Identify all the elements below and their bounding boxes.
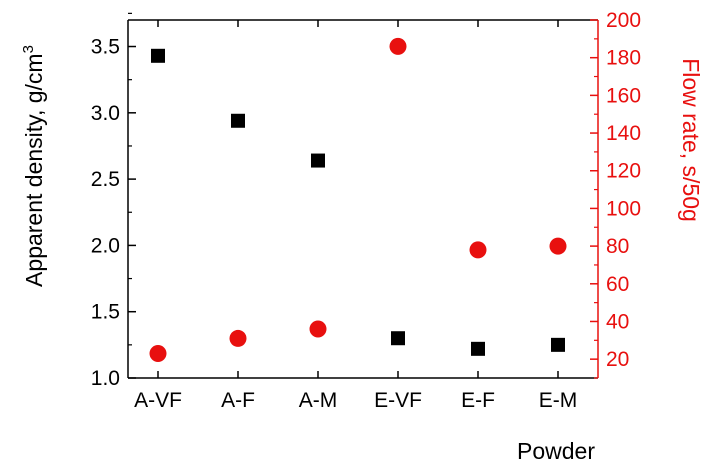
x-tick-label: A-M xyxy=(299,389,338,412)
density-point xyxy=(311,153,325,168)
right-tick-label: 140 xyxy=(606,122,641,145)
x-axis-title: Powder xyxy=(517,438,595,464)
left-tick-label: 1.5 xyxy=(91,301,120,324)
x-tick-label: A-VF xyxy=(134,389,182,412)
right-tick-label: 100 xyxy=(606,197,641,220)
density-point xyxy=(471,341,485,356)
right-y-axis: 20 40 60 80 100 120 140 160 180 200 xyxy=(590,9,641,379)
left-tick-label: 2.0 xyxy=(91,234,120,257)
right-tick-label: 120 xyxy=(606,160,641,183)
flow-rate-point xyxy=(469,241,487,259)
data-markers xyxy=(149,37,567,363)
x-tick-label: E-M xyxy=(539,389,578,412)
flow-rate-point xyxy=(149,345,167,363)
left-tick-label: 3.5 xyxy=(91,36,120,59)
left-y-axis: 1.0 1.5 2.0 2.5 3.0 3.5 xyxy=(91,12,136,390)
flow-rate-point xyxy=(549,237,567,255)
right-tick-label: 60 xyxy=(606,273,629,296)
density-point xyxy=(151,48,165,63)
x-tick-label: A-F xyxy=(221,389,255,412)
density-point xyxy=(551,337,565,352)
right-tick-label: 160 xyxy=(606,84,641,107)
plot-frame xyxy=(127,19,599,379)
flow-rate-point xyxy=(309,320,327,338)
density-point xyxy=(391,331,405,346)
x-tick-label: E-VF xyxy=(374,389,422,412)
x-tick-label: E-F xyxy=(461,389,495,412)
right-tick-label: 20 xyxy=(606,348,629,371)
right-tick-label: 200 xyxy=(606,9,641,32)
left-y-axis-title: Apparent density, g/cm3 xyxy=(20,45,47,287)
right-tick-label: 40 xyxy=(606,310,629,333)
right-y-axis-title: Flow rate, s/50g xyxy=(678,58,704,222)
right-tick-label: 180 xyxy=(606,47,641,70)
flow-rate-point xyxy=(389,37,407,55)
density-point xyxy=(231,113,245,128)
left-tick-label: 1.0 xyxy=(91,367,120,390)
left-tick-label: 2.5 xyxy=(91,168,120,191)
flow-rate-point xyxy=(229,329,247,347)
right-tick-label: 80 xyxy=(606,235,629,258)
left-tick-label: 3.0 xyxy=(91,102,120,125)
x-axis: A-VF A-F A-M E-VF E-F E-M xyxy=(134,20,577,412)
